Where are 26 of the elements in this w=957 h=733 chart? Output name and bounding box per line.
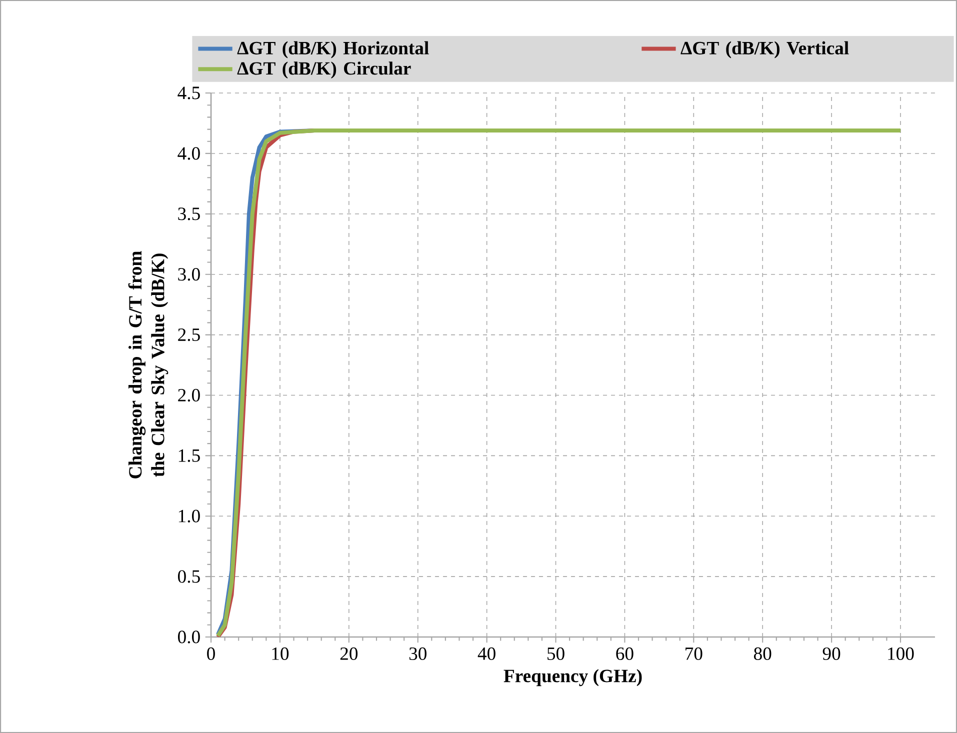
y-tick-label: 0.0: [178, 630, 200, 644]
x-axis-title: Frequency (GHz): [504, 669, 642, 686]
y-tick-label: 2.0: [178, 388, 200, 402]
x-tick-label: 40: [478, 647, 496, 660]
x-tick-label: 0: [207, 647, 215, 660]
y-tick-label: 0.5: [178, 570, 200, 583]
x-tick-label: 60: [616, 647, 634, 660]
x-tick-label: 50: [548, 647, 564, 660]
y-tick-label: 3.0: [178, 268, 200, 281]
legend-label: ΔGT (dB/K) Circular: [237, 62, 411, 79]
y-tick-label: 4.0: [178, 147, 200, 160]
y-tick-label: 3.5: [178, 208, 200, 220]
x-tick-label: 100: [888, 647, 914, 660]
x-tick-label: 90: [822, 647, 840, 660]
legend-label: ΔGT (dB/K) Horizontal: [237, 41, 429, 58]
y-tick-label: 4.5: [178, 86, 200, 100]
x-tick-label: 70: [686, 647, 702, 660]
y-axis-title: Changeor drop in G/T from the Clear Sky Value (dB/K): [128, 251, 168, 478]
x-tick-label: 10: [272, 647, 289, 660]
x-tick-label: 20: [340, 647, 358, 660]
y-tick-label: 2.5: [178, 328, 200, 342]
x-tick-label: 80: [754, 647, 772, 660]
x-tick-label: 30: [409, 647, 426, 660]
y-tick-label: 1.0: [178, 510, 200, 522]
legend-label: ΔGT (dB/K) Vertical: [680, 41, 849, 58]
y-tick-label: 1.5: [178, 449, 200, 462]
